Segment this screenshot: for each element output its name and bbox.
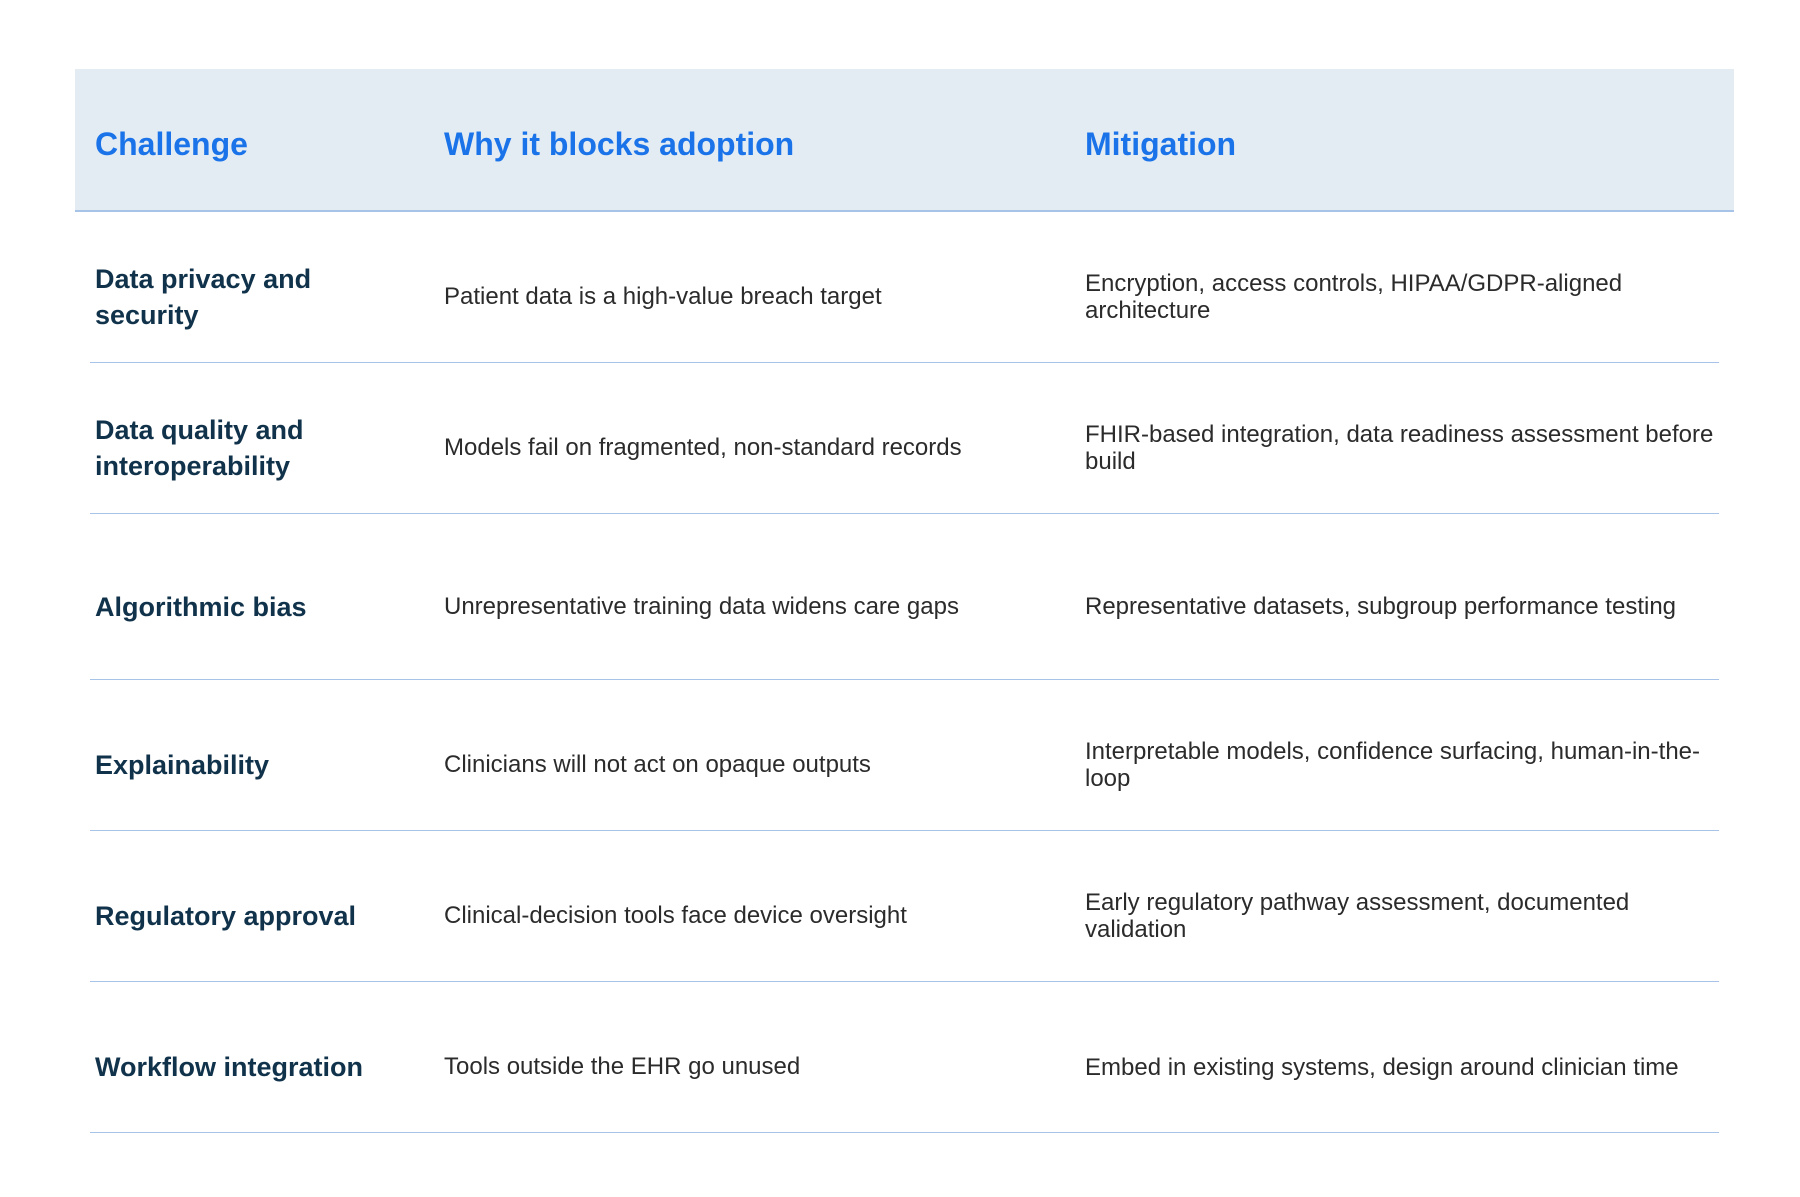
table-row: Workflow integration Tools outside the E… xyxy=(90,982,1719,1133)
why-cell: Unrepresentative training data widens ca… xyxy=(444,592,959,620)
why-cell: Patient data is a high-value breach targ… xyxy=(444,283,882,310)
table-row: Regulatory approval Clinical-decision to… xyxy=(90,831,1719,982)
table-row: Explainability Clinicians will not act o… xyxy=(90,680,1719,831)
why-cell: Clinicians will not act on opaque output… xyxy=(444,751,871,778)
challenge-cell: Workflow integration xyxy=(95,1052,363,1082)
mitigation-cell: Encryption, access controls, HIPAA/GDPR-… xyxy=(1085,270,1623,324)
challenge-cell: Explainability xyxy=(95,750,270,780)
challenge-cell: Algorithmic bias xyxy=(95,591,307,622)
table-row: Algorithmic bias Unrepresentative traini… xyxy=(90,514,1719,680)
mitigation-cell: Representative datasets, subgroup perfor… xyxy=(1085,593,1677,620)
mitigation-cell: Early regulatory pathway assessment, doc… xyxy=(1085,889,1630,943)
table-row: Data quality and interoperability Models… xyxy=(90,363,1719,514)
why-cell: Clinical-decision tools face device over… xyxy=(444,902,907,929)
header-why-it-blocks-adoption: Why it blocks adoption xyxy=(444,126,795,162)
challenge-cell: Data privacy and security xyxy=(95,264,312,330)
table-header: Challenge Why it blocks adoption Mitigat… xyxy=(75,69,1734,212)
table-row: Data privacy and security Patient data i… xyxy=(90,212,1719,363)
header-mitigation: Mitigation xyxy=(1085,126,1237,162)
why-cell: Models fail on fragmented, non-standard … xyxy=(444,434,962,461)
challenge-cell: Regulatory approval xyxy=(95,901,357,931)
header-challenge: Challenge xyxy=(95,126,248,162)
why-cell: Tools outside the EHR go unused xyxy=(444,1053,801,1080)
challenges-table: Challenge Why it blocks adoption Mitigat… xyxy=(75,69,1734,1133)
mitigation-cell: FHIR-based integration, data readiness a… xyxy=(1085,421,1714,475)
mitigation-cell: Embed in existing systems, design around… xyxy=(1085,1053,1679,1081)
challenge-cell: Data quality and interoperability xyxy=(95,415,304,481)
table-body: Data privacy and security Patient data i… xyxy=(90,212,1719,1133)
mitigation-cell: Interpretable models, confidence surfaci… xyxy=(1085,738,1700,792)
